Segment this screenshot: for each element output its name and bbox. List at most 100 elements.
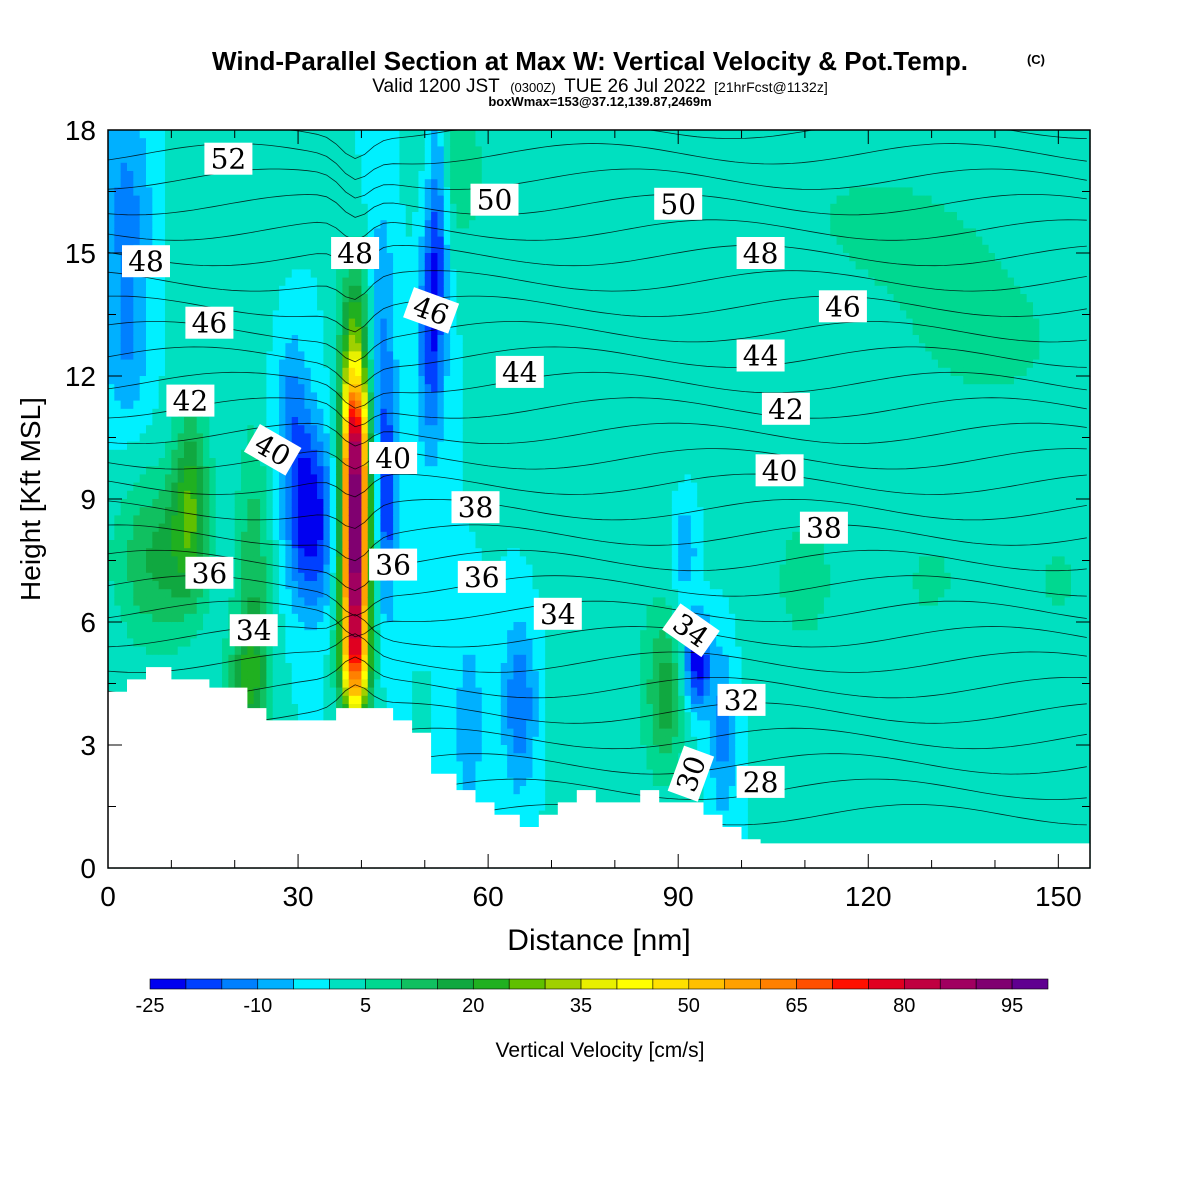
w-cell [247,179,255,188]
w-cell [450,704,458,713]
w-cell [177,351,185,361]
w-cell [152,441,160,451]
w-cell [158,408,166,418]
w-cell [317,285,325,295]
w-cell [355,466,363,475]
w-cell [241,130,248,139]
w-cell [355,138,363,147]
w-cell [215,622,223,631]
w-cell [437,581,445,590]
w-cell [114,417,122,426]
w-cell [127,507,134,516]
w-cell [291,146,299,156]
w-cell [241,523,248,533]
w-cell [399,162,407,172]
w-cell [114,392,122,402]
w-cell [399,220,407,229]
w-cell [348,376,356,385]
w-cell [323,507,331,516]
w-cell [304,244,312,254]
w-cell [310,646,318,656]
w-cell [184,367,191,377]
w-cell [241,564,248,574]
w-cell [424,425,432,434]
w-cell [336,523,344,533]
w-cell [285,384,293,393]
w-cell [374,622,382,631]
w-cell [456,408,464,418]
w-cell [253,236,261,246]
w-cell [171,540,179,549]
w-cell [215,613,223,623]
w-cell [234,523,242,533]
w-cell [336,482,344,492]
w-cell [380,244,388,254]
w-cell [241,261,248,270]
w-cell [234,351,242,361]
w-cell [285,228,293,238]
w-cell [437,203,445,213]
w-cell [329,162,337,172]
w-cell [317,687,325,697]
w-cell [203,228,210,238]
w-cell [304,212,312,221]
w-cell [431,408,439,418]
w-cell [361,335,369,344]
w-cell [418,695,426,705]
w-cell [127,654,134,664]
w-cell [253,663,261,672]
w-cell [323,392,331,402]
w-cell [393,490,401,500]
w-cell [393,244,401,254]
w-cell [279,367,286,377]
w-cell [114,613,122,623]
w-cell [114,212,122,221]
w-cell [114,597,122,607]
w-cell [291,236,299,246]
w-cell [380,228,388,238]
w-cell [158,556,166,566]
w-cell [412,712,420,721]
w-cell [291,277,299,287]
w-cell [405,162,413,172]
w-cell [361,572,369,582]
w-cell [310,515,318,525]
w-cell [418,433,426,443]
w-cell [222,228,229,238]
w-cell [412,507,420,516]
w-cell [279,425,286,434]
w-cell [437,138,445,147]
w-cell [374,417,382,426]
w-cell [304,367,312,377]
w-cell [146,531,153,541]
w-cell [127,540,134,549]
w-cell [348,622,356,631]
w-cell [399,138,407,147]
w-cell [437,482,445,492]
w-cell [114,523,122,533]
w-cell [171,220,179,229]
w-cell [171,499,179,508]
w-cell [253,671,261,680]
w-cell [437,154,445,164]
w-cell [291,343,299,352]
w-cell [266,466,274,475]
w-cell [158,195,166,205]
w-cell [367,490,375,500]
w-cell [165,220,172,229]
w-cell [184,253,191,262]
w-cell [152,285,160,295]
w-cell [152,384,160,393]
w-cell [127,359,134,369]
w-cell [184,499,191,508]
w-cell [386,236,394,246]
w-cell [190,376,198,385]
w-cell [120,162,128,172]
w-cell [310,367,318,377]
w-cell [304,622,312,631]
w-cell [171,646,179,656]
w-cell [139,294,147,303]
w-cell [367,302,375,311]
w-cell [399,171,407,180]
w-cell [203,515,210,525]
